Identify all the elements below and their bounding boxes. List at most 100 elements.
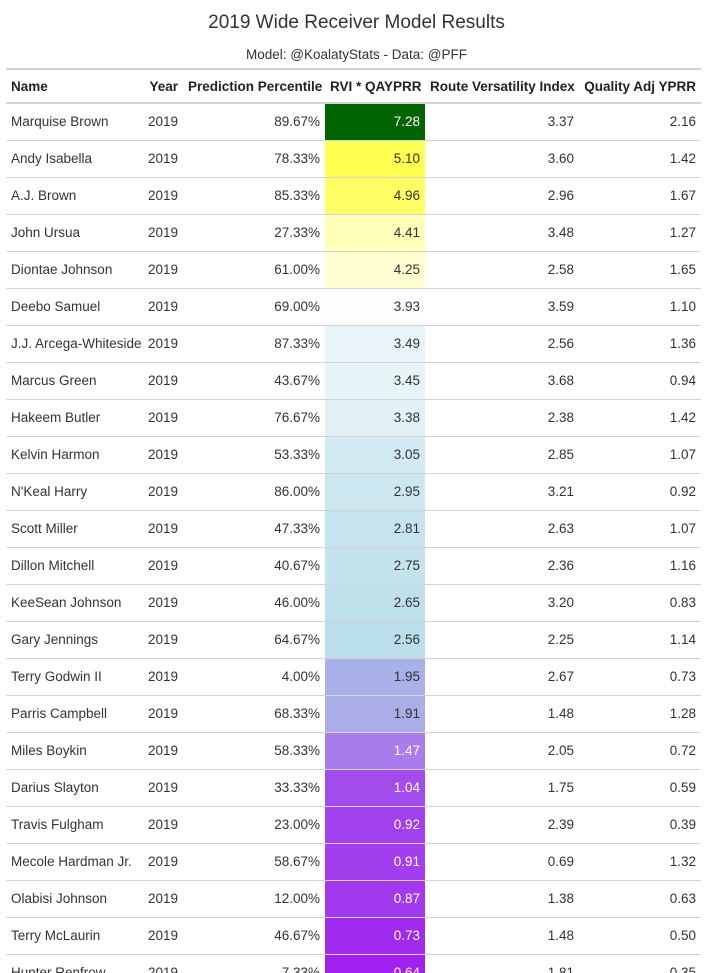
table-row: A.J. Brown 2019 85.33% 4.96 2.96 1.67 xyxy=(6,176,701,214)
cell-name: Kelvin Harmon xyxy=(6,435,143,473)
cell-year: 2019 xyxy=(143,139,183,177)
cell-year: 2019 xyxy=(143,361,183,399)
cell-route-versatility-index: 2.67 xyxy=(425,657,579,695)
cell-name: Travis Fulgham xyxy=(6,805,143,843)
cell-name: Hakeem Butler xyxy=(6,398,143,436)
cell-quality-adj-yprr: 1.14 xyxy=(579,620,701,658)
cell-route-versatility-index: 3.48 xyxy=(425,213,579,251)
cell-prediction-percentile: 46.00% xyxy=(183,583,325,621)
cell-prediction-percentile: 58.67% xyxy=(183,842,325,880)
cell-prediction-percentile: 23.00% xyxy=(183,805,325,843)
cell-name: Scott Miller xyxy=(6,509,143,547)
table-row: KeeSean Johnson 2019 46.00% 2.65 3.20 0.83 xyxy=(6,583,701,621)
cell-prediction-percentile: 89.67% xyxy=(183,102,325,140)
column-header-name[interactable]: Name xyxy=(6,68,143,104)
cell-name: Dillon Mitchell xyxy=(6,546,143,584)
cell-quality-adj-yprr: 0.72 xyxy=(579,731,701,769)
cell-route-versatility-index: 2.56 xyxy=(425,324,579,362)
cell-route-versatility-index: 3.59 xyxy=(425,287,579,325)
cell-year: 2019 xyxy=(143,546,183,584)
cell-rvi-qayprr: 5.10 xyxy=(325,139,425,177)
cell-year: 2019 xyxy=(143,324,183,362)
cell-prediction-percentile: 58.33% xyxy=(183,731,325,769)
table-row: John Ursua 2019 27.33% 4.41 3.48 1.27 xyxy=(6,213,701,251)
cell-route-versatility-index: 2.63 xyxy=(425,509,579,547)
cell-name: Terry McLaurin xyxy=(6,916,143,954)
cell-rvi-qayprr: 1.95 xyxy=(325,657,425,695)
cell-quality-adj-yprr: 1.07 xyxy=(579,509,701,547)
cell-quality-adj-yprr: 1.32 xyxy=(579,842,701,880)
table-row: Scott Miller 2019 47.33% 2.81 2.63 1.07 xyxy=(6,509,701,547)
cell-prediction-percentile: 47.33% xyxy=(183,509,325,547)
cell-route-versatility-index: 2.36 xyxy=(425,546,579,584)
table-row: Terry McLaurin 2019 46.67% 0.73 1.48 0.50 xyxy=(6,916,701,954)
cell-name: N'Keal Harry xyxy=(6,472,143,510)
cell-name: Hunter Renfrow xyxy=(6,953,143,973)
cell-name: Andy Isabella xyxy=(6,139,143,177)
cell-route-versatility-index: 3.60 xyxy=(425,139,579,177)
table-row: Marquise Brown 2019 89.67% 7.28 3.37 2.16 xyxy=(6,102,701,140)
cell-name: Parris Campbell xyxy=(6,694,143,732)
column-header-route-versatility-index[interactable]: Route Versatility Index xyxy=(425,68,579,104)
cell-name: Mecole Hardman Jr. xyxy=(6,842,143,880)
cell-year: 2019 xyxy=(143,287,183,325)
column-header-prediction-percentile[interactable]: Prediction Percentile xyxy=(183,68,325,104)
cell-quality-adj-yprr: 1.27 xyxy=(579,213,701,251)
column-header-rvi-qayprr[interactable]: RVI * QAYPRR xyxy=(325,68,425,104)
cell-year: 2019 xyxy=(143,731,183,769)
cell-route-versatility-index: 2.25 xyxy=(425,620,579,658)
cell-year: 2019 xyxy=(143,398,183,436)
cell-name: A.J. Brown xyxy=(6,176,143,214)
cell-rvi-qayprr: 1.04 xyxy=(325,768,425,806)
cell-name: KeeSean Johnson xyxy=(6,583,143,621)
table-row: Miles Boykin 2019 58.33% 1.47 2.05 0.72 xyxy=(6,731,701,769)
cell-rvi-qayprr: 0.87 xyxy=(325,879,425,917)
table-row: Travis Fulgham 2019 23.00% 0.92 2.39 0.39 xyxy=(6,805,701,843)
cell-route-versatility-index: 3.20 xyxy=(425,583,579,621)
table-header-row: Name Year Prediction Percentile RVI * QA… xyxy=(6,68,701,104)
cell-rvi-qayprr: 4.96 xyxy=(325,176,425,214)
table-row: N'Keal Harry 2019 86.00% 2.95 3.21 0.92 xyxy=(6,472,701,510)
cell-route-versatility-index: 2.39 xyxy=(425,805,579,843)
cell-rvi-qayprr: 1.91 xyxy=(325,694,425,732)
cell-prediction-percentile: 40.67% xyxy=(183,546,325,584)
cell-year: 2019 xyxy=(143,213,183,251)
cell-prediction-percentile: 85.33% xyxy=(183,176,325,214)
cell-quality-adj-yprr: 0.63 xyxy=(579,879,701,917)
cell-rvi-qayprr: 3.45 xyxy=(325,361,425,399)
cell-quality-adj-yprr: 1.07 xyxy=(579,435,701,473)
column-header-year[interactable]: Year xyxy=(143,68,183,104)
cell-prediction-percentile: 53.33% xyxy=(183,435,325,473)
cell-name: Diontae Johnson xyxy=(6,250,143,288)
cell-route-versatility-index: 2.96 xyxy=(425,176,579,214)
results-table-container: Name Year Prediction Percentile RVI * QA… xyxy=(6,68,701,973)
table-row: Hunter Renfrow 2019 7.33% 0.64 1.81 0.35 xyxy=(6,953,701,973)
cell-route-versatility-index: 3.37 xyxy=(425,102,579,140)
cell-route-versatility-index: 3.68 xyxy=(425,361,579,399)
cell-year: 2019 xyxy=(143,694,183,732)
cell-quality-adj-yprr: 1.10 xyxy=(579,287,701,325)
table-row: Darius Slayton 2019 33.33% 1.04 1.75 0.59 xyxy=(6,768,701,806)
cell-rvi-qayprr: 0.73 xyxy=(325,916,425,954)
cell-prediction-percentile: 7.33% xyxy=(183,953,325,973)
cell-quality-adj-yprr: 0.35 xyxy=(579,953,701,973)
cell-quality-adj-yprr: 0.59 xyxy=(579,768,701,806)
cell-prediction-percentile: 78.33% xyxy=(183,139,325,177)
table-row: Diontae Johnson 2019 61.00% 4.25 2.58 1.65 xyxy=(6,250,701,288)
results-table: Name Year Prediction Percentile RVI * QA… xyxy=(6,68,701,973)
cell-rvi-qayprr: 2.75 xyxy=(325,546,425,584)
cell-rvi-qayprr: 2.95 xyxy=(325,472,425,510)
cell-route-versatility-index: 1.75 xyxy=(425,768,579,806)
table-subtitle: Model: @KoalatyStats - Data: @PFF xyxy=(246,47,467,62)
cell-prediction-percentile: 43.67% xyxy=(183,361,325,399)
cell-name: Gary Jennings xyxy=(6,620,143,658)
cell-rvi-qayprr: 3.93 xyxy=(325,287,425,325)
table-row: Olabisi Johnson 2019 12.00% 0.87 1.38 0.63 xyxy=(6,879,701,917)
cell-year: 2019 xyxy=(143,102,183,140)
cell-quality-adj-yprr: 0.50 xyxy=(579,916,701,954)
cell-rvi-qayprr: 4.41 xyxy=(325,213,425,251)
column-header-quality-adj-yprr[interactable]: Quality Adj YPRR xyxy=(579,68,701,104)
cell-route-versatility-index: 1.48 xyxy=(425,916,579,954)
table-row: Andy Isabella 2019 78.33% 5.10 3.60 1.42 xyxy=(6,139,701,177)
cell-route-versatility-index: 1.48 xyxy=(425,694,579,732)
